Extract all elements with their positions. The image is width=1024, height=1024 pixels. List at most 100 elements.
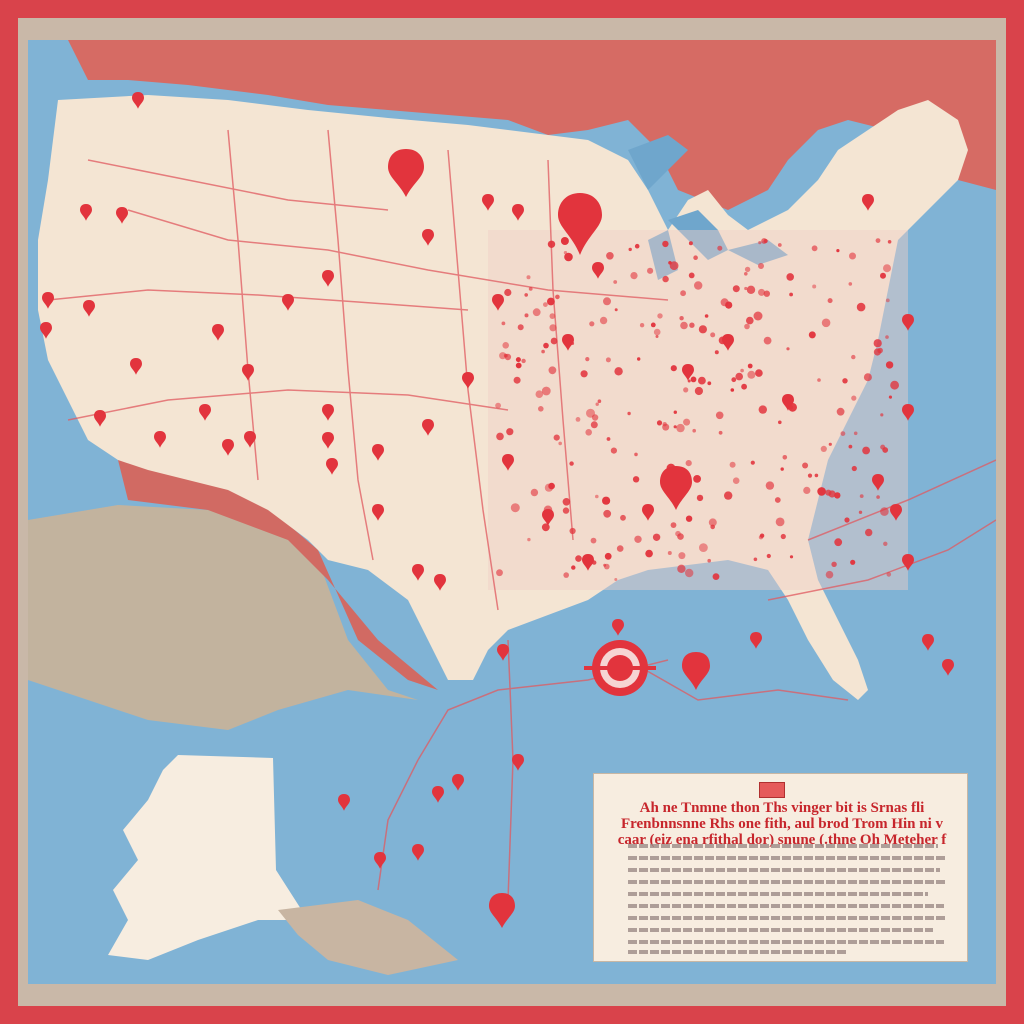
map-dot <box>677 564 686 573</box>
target-marker-icon[interactable] <box>584 640 656 696</box>
map-dot <box>532 308 541 317</box>
map-pin-icon[interactable] <box>244 431 256 448</box>
map-pin-icon[interactable] <box>422 419 434 436</box>
map-pin-icon[interactable] <box>492 294 504 311</box>
map-pin-icon[interactable] <box>592 262 604 279</box>
map-dot <box>592 560 597 565</box>
map-dot <box>610 447 618 454</box>
map-dot <box>885 361 894 369</box>
map-pin-icon[interactable] <box>562 334 574 351</box>
map-pin-icon[interactable] <box>902 404 914 421</box>
map-pin-icon[interactable] <box>154 431 166 448</box>
map-pin-icon[interactable] <box>432 786 444 803</box>
map-pin-icon[interactable] <box>282 294 294 311</box>
map-pin-icon[interactable] <box>482 194 494 211</box>
large-pin-icon[interactable] <box>558 193 602 255</box>
map-dot <box>831 561 837 567</box>
map-pin-icon[interactable] <box>942 659 954 676</box>
map-dot <box>690 376 697 383</box>
map-dot <box>597 399 602 404</box>
map-pin-icon[interactable] <box>322 432 334 449</box>
map-dot <box>634 243 640 249</box>
map-pin-icon[interactable] <box>338 794 350 811</box>
map-pin-icon[interactable] <box>212 324 224 341</box>
map-pin-icon[interactable] <box>862 194 874 211</box>
map-dot <box>763 290 770 297</box>
map-pin-icon[interactable] <box>452 774 464 791</box>
map-dot <box>774 497 781 503</box>
map-dot <box>553 434 560 441</box>
large-pin-icon[interactable] <box>388 149 424 197</box>
large-pin-icon[interactable] <box>489 893 515 928</box>
map-pin-icon[interactable] <box>42 292 54 309</box>
large-pin-icon[interactable] <box>660 466 692 510</box>
map-dot <box>548 366 557 375</box>
map-dot <box>786 347 790 351</box>
map-pin-icon[interactable] <box>322 270 334 287</box>
map-pin-icon[interactable] <box>372 504 384 521</box>
map-dot <box>777 243 782 247</box>
map-pin-icon[interactable] <box>130 358 142 375</box>
map-pin-icon[interactable] <box>116 207 128 224</box>
map-dot <box>890 380 899 390</box>
map-dot <box>605 357 611 363</box>
map-dot <box>496 432 504 441</box>
map-dot <box>880 507 889 516</box>
map-pin-icon[interactable] <box>83 300 95 317</box>
map-dot <box>614 367 623 376</box>
large-pin-icon[interactable] <box>682 652 710 690</box>
map-pin-icon[interactable] <box>682 364 694 381</box>
map-dot <box>680 290 686 297</box>
map-pin-icon[interactable] <box>782 394 794 411</box>
map-dot <box>750 460 755 465</box>
map-pin-icon[interactable] <box>462 372 474 389</box>
map-pin-icon[interactable] <box>922 634 934 651</box>
map-pin-icon[interactable] <box>132 92 144 109</box>
map-pin-icon[interactable] <box>412 844 424 861</box>
map-pin-icon[interactable] <box>512 754 524 771</box>
map-pin-icon[interactable] <box>497 644 509 661</box>
map-pin-icon[interactable] <box>422 229 434 246</box>
map-dot <box>699 543 708 552</box>
map-pin-icon[interactable] <box>222 439 234 456</box>
map-dot <box>637 357 641 361</box>
map-pin-icon[interactable] <box>412 564 424 581</box>
alaska-shadow <box>278 900 458 975</box>
map-pin-icon[interactable] <box>542 509 554 526</box>
map-pin-icon[interactable] <box>512 204 524 221</box>
map-pin-icon[interactable] <box>374 852 386 869</box>
map-dot <box>668 261 672 265</box>
map-dot <box>780 533 786 540</box>
map-pin-icon[interactable] <box>199 404 211 421</box>
map-pin-icon[interactable] <box>242 364 254 381</box>
map-pin-icon[interactable] <box>80 204 92 221</box>
map-dot <box>526 275 531 280</box>
map-pin-icon[interactable] <box>642 504 654 521</box>
map-pin-icon[interactable] <box>902 554 914 571</box>
map-pin-icon[interactable] <box>434 574 446 591</box>
map-dot <box>650 322 656 328</box>
map-dot <box>571 565 576 570</box>
map-dot <box>689 322 695 328</box>
map-dot <box>504 288 512 297</box>
map-dot <box>673 425 677 429</box>
map-pin-icon[interactable] <box>902 314 914 331</box>
legend-text-line <box>628 880 946 884</box>
map-pin-icon[interactable] <box>872 474 884 491</box>
map-dot <box>693 475 701 483</box>
legend-badge-icon <box>759 782 785 798</box>
map-dot <box>696 494 704 502</box>
map-pin-icon[interactable] <box>40 322 52 339</box>
map-pin-icon[interactable] <box>94 410 106 427</box>
map-pin-icon[interactable] <box>502 454 514 471</box>
map-dot <box>840 431 846 436</box>
map-pin-icon[interactable] <box>890 504 902 521</box>
map-pin-icon[interactable] <box>612 619 624 636</box>
map-dot <box>585 429 592 436</box>
map-dot <box>744 266 751 273</box>
map-pin-icon[interactable] <box>326 458 338 475</box>
map-dot <box>678 552 686 560</box>
map-pin-icon[interactable] <box>372 444 384 461</box>
map-pin-icon[interactable] <box>322 404 334 421</box>
map-pin-icon[interactable] <box>750 632 762 649</box>
